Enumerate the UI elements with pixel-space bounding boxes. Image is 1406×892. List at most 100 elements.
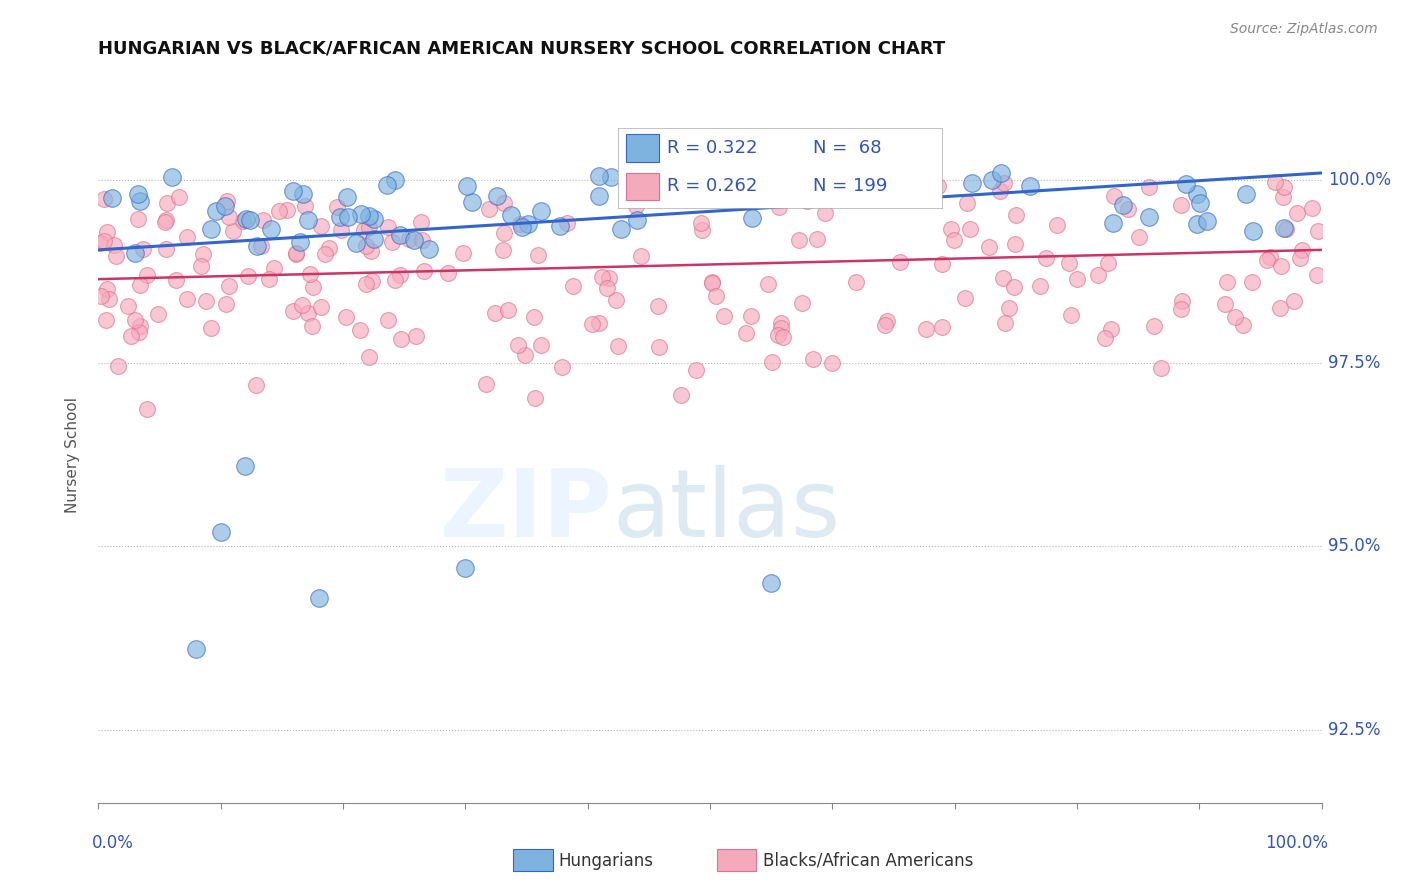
Point (132, 242, 155, 256)
Point (245, 377, 267, 392)
Point (993, 270, 1015, 285)
Point (685, 363, 707, 377)
Point (318, 241, 340, 255)
Point (1046, 218, 1069, 232)
Point (437, 266, 460, 280)
Point (155, 213, 177, 227)
Point (769, 320, 792, 334)
Point (530, 338, 553, 352)
Point (523, 310, 546, 324)
Point (876, 314, 898, 328)
Point (299, 267, 322, 281)
Point (218, 279, 240, 293)
Point (361, 275, 384, 289)
Point (314, 247, 336, 261)
Point (165, 273, 187, 287)
Point (756, 277, 779, 291)
Text: 100.0%: 100.0% (1327, 171, 1391, 189)
Point (873, 318, 896, 332)
Point (1137, 179, 1160, 194)
Point (285, 246, 308, 260)
Point (309, 301, 332, 315)
Point (336, 211, 359, 225)
Point (291, 298, 314, 312)
Point (330, 223, 353, 237)
Point (1060, 308, 1083, 322)
Point (389, 227, 412, 242)
Point (706, 289, 728, 303)
Point (494, 195, 516, 210)
Point (349, 323, 371, 337)
Point (209, 524, 232, 539)
Point (215, 296, 238, 310)
Text: N = 199: N = 199 (813, 178, 887, 195)
Point (384, 272, 406, 286)
Point (931, 257, 953, 271)
Point (671, 388, 693, 402)
Point (561, 278, 583, 293)
Point (1241, 224, 1264, 238)
Point (398, 232, 420, 246)
Point (478, 202, 501, 217)
Point (889, 254, 911, 268)
Point (1275, 222, 1298, 236)
Point (329, 210, 352, 224)
Point (917, 188, 939, 202)
Point (107, 359, 129, 373)
Point (302, 280, 325, 294)
Point (215, 194, 238, 209)
Point (734, 326, 756, 341)
Point (191, 247, 214, 261)
Point (1112, 198, 1135, 212)
Point (1170, 197, 1192, 211)
Point (523, 391, 546, 405)
Point (246, 239, 269, 253)
Point (1018, 179, 1040, 194)
Point (146, 307, 169, 321)
Point (222, 224, 245, 238)
Point (294, 199, 316, 213)
Point (475, 376, 498, 391)
Point (770, 316, 793, 330)
Point (761, 355, 783, 369)
Point (485, 188, 508, 202)
Text: Source: ZipAtlas.com: Source: ZipAtlas.com (1230, 22, 1378, 37)
Point (1059, 256, 1081, 270)
Point (960, 176, 983, 190)
Point (127, 186, 149, 201)
Point (411, 215, 433, 229)
Point (766, 328, 789, 343)
Text: 0.0%: 0.0% (93, 834, 134, 852)
Point (388, 268, 411, 282)
Point (796, 194, 818, 208)
Point (690, 223, 713, 237)
Point (124, 246, 146, 260)
Point (195, 293, 218, 308)
Point (1268, 301, 1291, 316)
Point (252, 213, 274, 227)
Point (510, 220, 533, 235)
Point (806, 231, 828, 245)
Y-axis label: Nursery School: Nursery School (65, 397, 80, 513)
Point (648, 340, 671, 354)
Text: Blacks/African Americans: Blacks/African Americans (763, 852, 974, 870)
Point (276, 203, 298, 218)
Point (89, 235, 111, 250)
Point (690, 216, 713, 230)
Point (135, 268, 157, 283)
Point (176, 230, 198, 244)
Bar (627, 173, 659, 200)
Point (1102, 189, 1125, 203)
Text: 92.5%: 92.5% (1327, 721, 1381, 739)
Point (205, 204, 228, 219)
Point (956, 195, 979, 210)
Point (301, 319, 323, 334)
Point (1118, 202, 1140, 216)
Point (104, 249, 127, 263)
Point (94, 313, 117, 327)
Point (740, 309, 762, 323)
Point (297, 306, 319, 320)
Point (356, 277, 378, 291)
Point (596, 280, 619, 294)
Point (1150, 360, 1173, 375)
